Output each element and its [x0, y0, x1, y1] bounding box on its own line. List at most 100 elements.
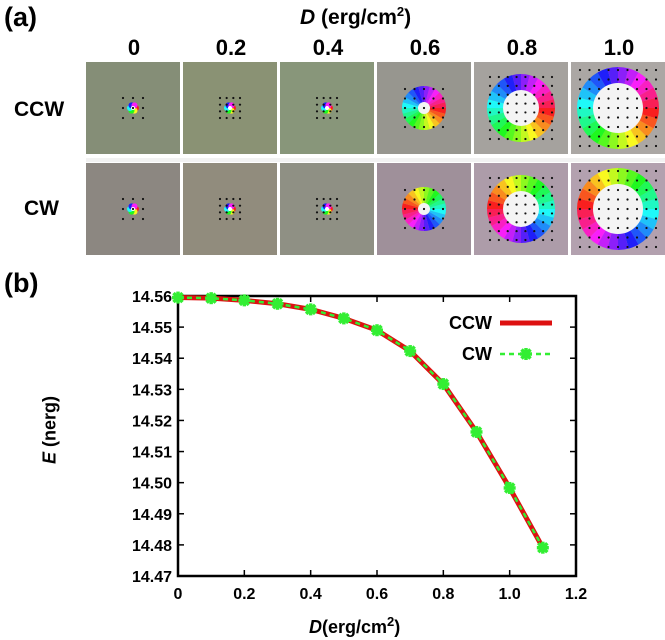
series-cw-line [177, 296, 544, 549]
spin-arrow [225, 217, 228, 221]
spin-arrow [488, 120, 492, 123]
spin-arrow [422, 97, 426, 100]
spin-arrow [578, 125, 582, 129]
spin-arrow [488, 212, 492, 215]
spin-arrow [550, 221, 554, 224]
spin-arrow [550, 203, 554, 206]
spin-arrow [616, 245, 620, 249]
tile-hue-wedge [404, 193, 424, 209]
spin-arrow [422, 116, 426, 119]
spin-arrow [550, 93, 554, 96]
spin-arrow [626, 68, 629, 72]
series-cw-point [238, 294, 251, 307]
spin-arrow [488, 176, 492, 180]
spin-arrow [422, 198, 426, 201]
spin-arrow [550, 230, 554, 233]
y-tick-label: 14.53 [132, 382, 172, 399]
spin-arrow [645, 217, 648, 220]
spin-arrow [645, 236, 648, 239]
spin-arrow [422, 87, 426, 91]
spin-arrow [322, 197, 325, 201]
spin-arrow [515, 111, 518, 114]
spin-arrow [607, 188, 610, 192]
spin-arrow [550, 120, 554, 123]
spin-arrow [225, 103, 228, 106]
spin-arrow [506, 137, 509, 141]
spin-arrow [588, 125, 591, 129]
spin-arrow [131, 116, 135, 120]
spin-arrow [616, 169, 620, 173]
spin-arrow [315, 110, 319, 113]
spin-arrow [141, 197, 145, 201]
spin-arrow [635, 179, 639, 182]
spin-arrow [645, 87, 648, 91]
spin-arrow [597, 97, 601, 100]
spin-arrow [597, 198, 601, 201]
spin-arrow [588, 179, 591, 182]
spin-arrow [635, 245, 639, 249]
spin-arrow [626, 116, 629, 119]
spin-arrow [422, 217, 426, 220]
spin-arrow [542, 185, 545, 188]
spin-arrow [121, 217, 125, 221]
spin-arrow [413, 116, 416, 119]
spin-arrow [542, 84, 545, 87]
tile-hue-wedge [404, 209, 424, 225]
series-cw-point [503, 481, 516, 494]
spin-arrow [542, 93, 545, 96]
spin-arrow [441, 207, 445, 211]
tile-hue-wedge [424, 88, 440, 108]
spin-arrow [497, 75, 500, 79]
spin-arrow [322, 110, 325, 113]
spin-arrow [588, 245, 591, 249]
spin-arrow [315, 96, 319, 100]
spin-arrow [578, 135, 582, 138]
spin-arrow [578, 68, 582, 72]
spin-arrow [597, 226, 601, 230]
spin-arrow [441, 188, 445, 192]
spin-arrow [225, 110, 228, 113]
spin-arrow [607, 217, 610, 220]
spin-arrow [515, 238, 518, 242]
spin-arrow [131, 217, 135, 221]
spin-arrow [488, 238, 492, 242]
spin-arrow [441, 226, 445, 230]
spin-arrow [238, 96, 242, 100]
spin-arrow [488, 129, 492, 132]
spin-arrow [607, 245, 610, 249]
spin-arrow [578, 188, 582, 192]
series-cw-point [470, 425, 483, 438]
spin-arrow [488, 111, 492, 114]
spin-arrow [218, 204, 222, 207]
spin-arrow [497, 176, 500, 180]
spin-arrow [403, 217, 407, 220]
spin-arrow [635, 125, 639, 129]
x-axis-exp: 2 [387, 614, 395, 629]
spin-arrow [550, 84, 554, 87]
spin-arrow [588, 207, 591, 211]
spin-arrow [578, 198, 582, 201]
spin-arrow [131, 197, 135, 201]
spin-arrow [616, 217, 620, 220]
spin-arrow [488, 84, 492, 87]
spin-arrow [645, 207, 648, 211]
spin-arrow [626, 125, 629, 129]
spin-arrow [597, 179, 601, 182]
spin-arrow [550, 75, 554, 79]
spin-arrow [432, 207, 435, 211]
spin-arrow [422, 125, 426, 129]
spin-arrow [441, 125, 445, 129]
spin-tile [571, 62, 665, 154]
spin-arrow [597, 245, 601, 249]
spin-arrow [422, 226, 426, 230]
spin-arrow [597, 188, 601, 192]
spin-arrow [654, 236, 658, 239]
spin-arrow [413, 87, 416, 91]
spin-arrow [403, 87, 407, 91]
spin-arrow [432, 217, 435, 220]
tile-core-center [228, 207, 232, 211]
spin-arrow [654, 125, 658, 129]
spin-arrow [506, 129, 509, 132]
spin-arrow [542, 221, 545, 224]
spin-arrow [488, 230, 492, 233]
